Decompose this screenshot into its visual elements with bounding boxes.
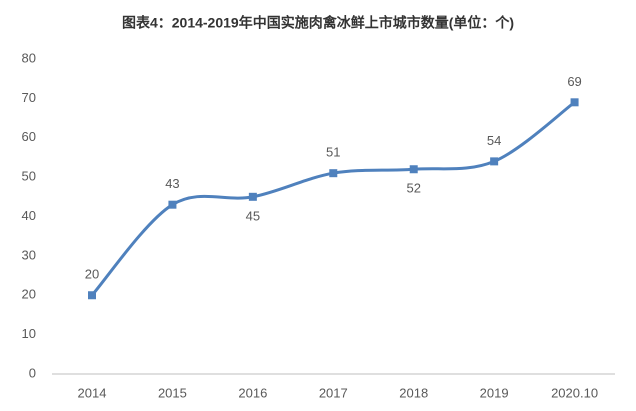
marker <box>490 157 499 166</box>
line <box>90 101 576 297</box>
x-tick-label: 2020.10 <box>551 385 598 400</box>
y-tick-label: 20 <box>22 287 36 302</box>
y-tick-label: 50 <box>22 169 36 184</box>
marker <box>329 169 338 178</box>
data-label: 43 <box>165 176 179 191</box>
data-label: 51 <box>326 145 340 160</box>
y-tick-label: 60 <box>22 129 36 144</box>
marker <box>168 200 177 209</box>
data-label: 69 <box>567 74 581 89</box>
y-tick-label: 30 <box>22 247 36 262</box>
y-tick-label: 80 <box>22 50 36 65</box>
y-tick-label: 10 <box>22 326 36 341</box>
data-label: 52 <box>406 181 420 196</box>
x-tick-label: 2018 <box>399 385 428 400</box>
y-tick-label: 0 <box>29 365 36 380</box>
x-tick-label: 2016 <box>238 385 267 400</box>
data-label: 54 <box>487 133 501 148</box>
marker <box>409 165 418 174</box>
marker <box>88 291 96 300</box>
x-tick-label: 2015 <box>158 385 187 400</box>
x-tick-label: 2014 <box>78 385 107 400</box>
data-label: 45 <box>246 208 260 223</box>
data-label: 20 <box>85 267 99 282</box>
x-tick-label: 2019 <box>480 385 509 400</box>
y-tick-label: 70 <box>22 90 36 105</box>
x-tick-label: 2017 <box>319 385 348 400</box>
marker <box>570 98 579 107</box>
y-tick-label: 40 <box>22 208 36 223</box>
chart-title: 图表4：2014-2019年中国实施肉禽冰鲜上市城市数量(单位：个) <box>122 15 514 31</box>
marker <box>248 192 257 201</box>
